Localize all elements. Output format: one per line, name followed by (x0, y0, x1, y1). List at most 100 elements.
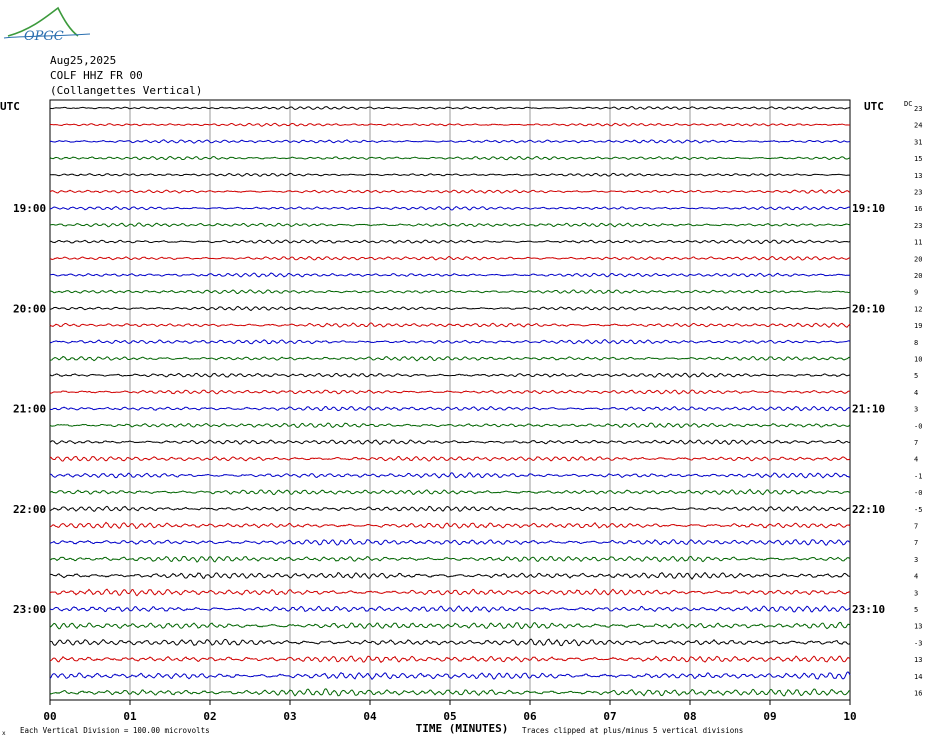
trace-row (49, 521, 851, 529)
dc-offset-value: 12 (914, 305, 922, 313)
seismic-traces (49, 106, 851, 697)
left-hour-label: 22:00 (13, 503, 46, 516)
trace-row (49, 538, 851, 546)
trace-row (49, 638, 851, 647)
header-date: Aug25,2025 (50, 54, 117, 67)
dc-offset-value: 13 (914, 623, 922, 631)
dc-offset-value: 14 (914, 673, 922, 681)
right-utc-label: UTC (864, 100, 884, 113)
logo-text: OPGC (24, 29, 64, 44)
trace-row (49, 189, 851, 194)
trace-row (49, 205, 851, 211)
dc-offset-value: -0 (914, 489, 922, 497)
left-utc-label: UTC (0, 100, 20, 113)
dc-offset-value: 4 (914, 573, 918, 581)
dc-offset-value: 3 (914, 406, 918, 414)
dc-offset-value: 3 (914, 556, 918, 564)
dc-offset-value: 7 (914, 539, 918, 547)
dc-offset-value: 20 (914, 255, 922, 263)
x-tick-label: 00 (43, 710, 56, 723)
dc-offset-value: 31 (914, 138, 922, 146)
dc-label: DC (904, 100, 912, 108)
trace-row (49, 139, 851, 144)
trace-row (49, 505, 851, 513)
trace-row (49, 405, 851, 412)
trace-row (49, 472, 851, 479)
left-hour-label: 20:00 (13, 302, 46, 315)
trace-row (49, 122, 851, 127)
trace-row (49, 655, 851, 664)
trace-row (49, 621, 851, 630)
dc-offset-value: 16 (914, 205, 922, 213)
trace-row (49, 339, 851, 345)
x-tick-label: 09 (763, 710, 776, 723)
right-hour-label: 23:10 (852, 603, 885, 616)
trace-row (49, 155, 851, 161)
dc-offset-value: 7 (914, 523, 918, 531)
dc-offset-value: 8 (914, 339, 918, 347)
header-station: COLF HHZ FR 00 (50, 69, 143, 82)
left-hour-label: 23:00 (13, 603, 46, 616)
trace-row (49, 455, 851, 462)
right-hour-label: 20:10 (852, 302, 885, 315)
trace-row (49, 389, 851, 395)
dc-offset-value: 20 (914, 272, 922, 280)
trace-row (49, 555, 851, 563)
dc-offset-value: 4 (914, 456, 918, 464)
dc-offset-value: 11 (914, 239, 922, 247)
trace-row (49, 488, 851, 496)
dc-offset-value: 13 (914, 172, 922, 180)
trace-row (49, 571, 851, 580)
dc-offset-value: 23 (914, 189, 922, 197)
x-tick-label: 01 (123, 710, 137, 723)
x-tick-label: 05 (443, 710, 456, 723)
opgc-logo: OPGC (3, 6, 91, 44)
corner-mark: x (2, 730, 6, 737)
trace-row (49, 106, 851, 110)
clip-note: Traces clipped at plus/minus 5 vertical … (522, 726, 743, 735)
x-tick-label: 07 (603, 710, 616, 723)
dc-offset-value: -0 (914, 422, 922, 430)
right-hour-label: 19:10 (852, 202, 885, 215)
axis-labels: UTC UTC DC2319:0020:0021:0022:0023:0019:10… (0, 100, 922, 737)
trace-row (49, 239, 851, 245)
x-tick-label: 06 (523, 710, 537, 723)
trace-row (49, 588, 851, 597)
header-station-name: (Collangettes Vertical) (50, 84, 203, 97)
trace-row (49, 439, 851, 446)
trace-row (49, 172, 851, 177)
time-grid (49, 99, 851, 701)
trace-row (49, 355, 851, 362)
x-tick-label: 08 (683, 710, 696, 723)
dc-offset-value: 13 (914, 656, 922, 664)
trace-row (49, 255, 851, 261)
trace-row (49, 605, 851, 613)
dc-offset-value: -1 (914, 472, 922, 480)
dc-offset-value: 24 (914, 122, 922, 130)
trace-row (49, 289, 851, 295)
x-tick-label: 10 (843, 710, 856, 723)
trace-row (49, 272, 851, 278)
dc-offset-value: -5 (914, 506, 922, 514)
dc-offset-value: 5 (914, 606, 918, 614)
right-hour-label: 22:10 (852, 503, 885, 516)
x-tick-label: 02 (203, 710, 216, 723)
trace-row (49, 422, 851, 429)
dc-first-value: 23 (914, 105, 922, 113)
x-axis-title: TIME (MINUTES) (416, 722, 509, 735)
dc-offset-value: 16 (914, 690, 922, 698)
scale-note: Each Vertical Division = 100.00 microvol… (20, 726, 210, 735)
dc-offset-value: 15 (914, 155, 922, 163)
dc-offset-value: 7 (914, 439, 918, 447)
trace-row (49, 305, 851, 312)
dc-offset-value: 9 (914, 289, 918, 297)
trace-row (49, 322, 851, 329)
right-hour-label: 21:10 (852, 403, 885, 416)
x-tick-label: 03 (283, 710, 296, 723)
dc-offset-value: 10 (914, 356, 922, 364)
left-hour-label: 21:00 (13, 403, 46, 416)
dc-offset-value: 3 (914, 589, 918, 597)
trace-row (49, 671, 851, 681)
trace-row (49, 688, 851, 697)
